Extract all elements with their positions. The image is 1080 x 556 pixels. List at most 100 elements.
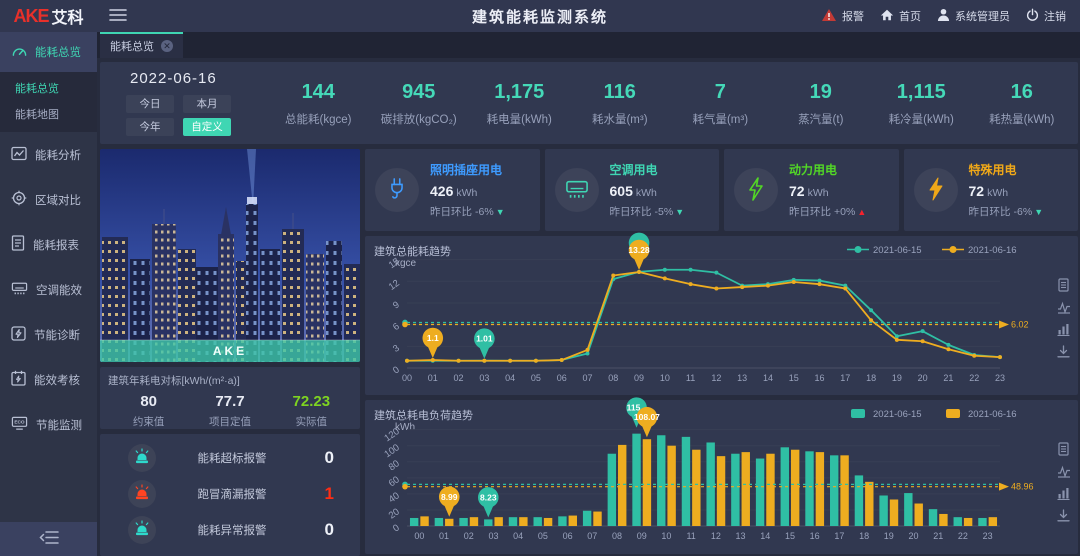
svg-text:23: 23: [983, 531, 993, 541]
card-unit: kWh: [987, 187, 1009, 199]
plug-icon: [386, 177, 408, 204]
card-compare: 昨日环比 -5% ▼: [609, 206, 685, 218]
line-chart-icon[interactable]: [1057, 465, 1071, 478]
energy-card[interactable]: 动力用电 72 kWh 昨日环比 +0% ▲: [724, 149, 899, 231]
svg-text:06: 06: [563, 531, 573, 541]
data-view-icon[interactable]: [1057, 278, 1071, 292]
stats-row: 144 总能耗(kgce) 945 碳排放(kgCO₂) 1,175 耗电量(kWh) 11…: [268, 72, 1072, 136]
svg-text:80: 80: [387, 458, 402, 473]
down-arrow-icon: ▼: [1034, 207, 1044, 217]
stat-item: 945 碳排放(kgCO₂): [369, 72, 470, 136]
header-nav: 报警 首页 系统管理员 注销: [821, 8, 1080, 25]
card-change: +0%: [834, 206, 856, 218]
sidebar-group-energy-overview[interactable]: 能耗总览: [0, 32, 97, 72]
alarm-row[interactable]: 能耗异常报警 0: [100, 512, 360, 548]
header-nav-label: 报警: [842, 11, 864, 23]
svg-text:22: 22: [958, 531, 968, 541]
sidebar-nav: 能耗总览 能耗总览 能耗地图 能耗分析 区域对比 能耗报表 空调能效 节能诊断 能效考核 ECO 节…: [0, 32, 97, 556]
sidebar-item-label: 节能监测: [36, 419, 82, 432]
svg-text:01: 01: [439, 531, 449, 541]
card-compare: 昨日环比 -6% ▼: [430, 206, 505, 218]
energy-card[interactable]: 空调用电 605 kWh 昨日环比 -5% ▼: [544, 149, 719, 231]
date-range-button[interactable]: 自定义: [183, 118, 231, 136]
analysis-icon: [11, 146, 27, 164]
tab-energy-overview[interactable]: 能耗总览 ✕: [100, 32, 183, 58]
card-value: 72 kWh: [968, 183, 1009, 199]
benchmark-value: 77.7: [215, 393, 245, 410]
date-range-button[interactable]: 本月: [183, 95, 231, 113]
sidebar-collapse-button[interactable]: [0, 522, 97, 556]
svg-text:02: 02: [454, 373, 464, 383]
sidebar-item-label: 能耗报表: [33, 239, 79, 252]
svg-text:07: 07: [587, 531, 597, 541]
sidebar-item-analysis[interactable]: 能耗分析: [0, 132, 97, 177]
svg-text:17: 17: [840, 373, 850, 383]
alarm-badge: [128, 444, 156, 472]
benchmark-title: 建筑年耗电对标[kWh/(m²·a)]: [108, 375, 240, 387]
bar-chart-toolbar: [1057, 442, 1071, 522]
download-icon[interactable]: [1057, 509, 1071, 522]
tab-label: 能耗总览: [110, 41, 154, 53]
svg-text:11: 11: [686, 531, 695, 541]
menu-toggle-button[interactable]: [109, 8, 127, 25]
sidebar-item-report[interactable]: 能耗报表: [0, 222, 97, 267]
alarm-row[interactable]: 跑冒滴漏报警 1: [100, 476, 360, 512]
svg-text:05: 05: [531, 373, 541, 383]
logo-text: AKE: [13, 5, 49, 26]
building-banner-label: AKE: [213, 344, 247, 358]
alarm-label: 能耗异常报警: [197, 525, 267, 537]
energy-card[interactable]: 特殊用电 72 kWh 昨日环比 -6% ▼: [903, 149, 1078, 231]
city-night-image: AKE: [100, 149, 360, 362]
sidebar-item-hvac[interactable]: 空调能效: [0, 267, 97, 312]
sidebar-item-monitor[interactable]: ECO 节能监测: [0, 402, 97, 447]
sidebar-subitem[interactable]: 能耗总览: [15, 83, 59, 95]
sidebar-subitem[interactable]: 能耗地图: [15, 109, 59, 121]
bar-chart-icon[interactable]: [1057, 487, 1071, 500]
header-nav-power[interactable]: 注销: [1026, 8, 1066, 25]
svg-text:11: 11: [686, 373, 695, 383]
tab-close-icon[interactable]: ✕: [161, 40, 173, 52]
sidebar-item-compare[interactable]: 区域对比: [0, 177, 97, 222]
sidebar-item-assess[interactable]: 能效考核: [0, 357, 97, 402]
header-nav-alarm-triangle[interactable]: 报警: [821, 8, 864, 25]
sidebar-item-diagnose[interactable]: 节能诊断: [0, 312, 97, 357]
svg-text:00: 00: [414, 531, 424, 541]
siren-icon: [133, 520, 151, 540]
header-nav-label: 注销: [1044, 11, 1066, 23]
download-icon[interactable]: [1057, 345, 1071, 358]
line-chart-icon[interactable]: [1057, 301, 1071, 314]
stat-item: 16 耗热量(kWh): [972, 72, 1073, 136]
svg-text:12: 12: [711, 531, 721, 541]
power-load-panel: 建筑总耗电负荷趋势 kWh 0 20 40 60 80 100 120 00 01 02 03 04 0…: [365, 397, 1078, 554]
card-value: 605 kWh: [609, 183, 657, 199]
card-value: 72 kWh: [789, 183, 829, 199]
svg-text:23: 23: [995, 373, 1005, 383]
energy-trend-panel: 建筑总能耗趋势 kgce 0 3 6 9 12 15 00 01 02 03 04 05 06 07 08 0…: [365, 232, 1078, 395]
svg-text:15: 15: [789, 373, 799, 383]
diagnose-icon: [11, 325, 26, 344]
svg-text:16: 16: [810, 531, 820, 541]
bar-chart-icon[interactable]: [1057, 323, 1071, 336]
svg-text:ECO: ECO: [14, 420, 25, 426]
benchmark-values: 80 约束值 77.7 项目定值 72.23 实际值: [108, 393, 352, 429]
alarm-row[interactable]: 能耗超标报警 0: [100, 440, 360, 476]
power-icon: [1026, 8, 1039, 25]
date-range-button[interactable]: 今日: [126, 95, 174, 113]
stat-item: 144 总能耗(kgce): [268, 72, 369, 136]
stat-label: 总能耗(kgce): [285, 114, 352, 126]
energy-card[interactable]: 照明插座用电 426 kWh 昨日环比 -6% ▼: [365, 149, 540, 231]
date-range-button[interactable]: 今年: [126, 118, 174, 136]
hvac-icon: [11, 280, 28, 299]
svg-text:04: 04: [505, 373, 515, 383]
line-chart-unit: kgce: [395, 258, 417, 269]
header-nav-user[interactable]: 系统管理员: [937, 8, 1010, 25]
alarm-label: 能耗超标报警: [197, 453, 267, 465]
benchmark-value: 72.23: [292, 393, 331, 410]
header-nav-home[interactable]: 首页: [880, 8, 921, 25]
stat-value: 1,115: [896, 81, 946, 103]
data-view-icon[interactable]: [1057, 442, 1071, 456]
card-unit: kWh: [635, 187, 657, 199]
svg-text:0: 0: [391, 522, 402, 534]
bolt-orange-icon: [926, 177, 946, 204]
